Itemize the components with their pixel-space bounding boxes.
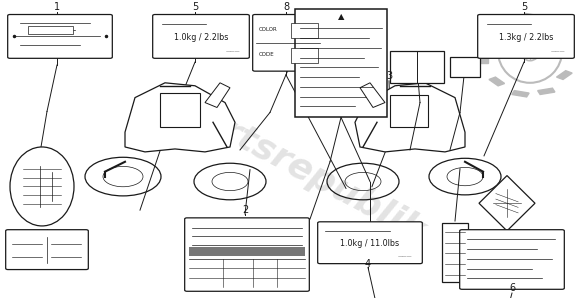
FancyBboxPatch shape <box>153 15 250 58</box>
Bar <box>480 55 488 63</box>
Ellipse shape <box>10 147 74 226</box>
Polygon shape <box>205 83 230 108</box>
FancyBboxPatch shape <box>185 218 309 291</box>
Text: 3: 3 <box>386 71 392 81</box>
Text: 1: 1 <box>54 2 60 12</box>
Text: 2: 2 <box>242 205 248 215</box>
Bar <box>547 24 563 33</box>
Bar <box>390 51 444 83</box>
Bar <box>497 16 514 22</box>
Text: ———: ——— <box>226 50 240 55</box>
FancyBboxPatch shape <box>6 230 89 270</box>
Bar <box>489 77 504 86</box>
Text: ▲: ▲ <box>338 12 345 21</box>
Text: 1.0kg / 11.0lbs: 1.0kg / 11.0lbs <box>340 239 400 249</box>
Bar <box>291 48 318 63</box>
Bar <box>160 93 200 127</box>
Text: 1.0kg / 2.2lbs: 1.0kg / 2.2lbs <box>174 33 228 42</box>
FancyBboxPatch shape <box>460 230 565 289</box>
Text: 4: 4 <box>365 259 371 269</box>
Bar <box>390 95 428 127</box>
Bar <box>523 13 540 20</box>
Bar <box>295 9 387 117</box>
Text: CODE: CODE <box>258 52 274 57</box>
FancyBboxPatch shape <box>8 15 112 58</box>
Bar <box>512 91 529 97</box>
Bar <box>189 247 305 256</box>
Bar <box>450 57 480 77</box>
FancyBboxPatch shape <box>318 222 422 264</box>
Bar <box>442 223 468 282</box>
Text: ———: ——— <box>551 50 566 55</box>
Text: ———: ——— <box>398 254 412 260</box>
FancyBboxPatch shape <box>478 15 574 58</box>
Text: COLOR: COLOR <box>258 27 277 32</box>
Text: 1.3kg / 2.2lbs: 1.3kg / 2.2lbs <box>499 33 553 42</box>
Bar <box>564 47 571 55</box>
Polygon shape <box>125 83 235 152</box>
FancyBboxPatch shape <box>252 15 323 71</box>
Text: 5: 5 <box>521 2 527 12</box>
Text: 5: 5 <box>192 2 198 12</box>
Bar <box>538 88 555 94</box>
Bar <box>291 23 318 38</box>
Bar <box>28 26 73 34</box>
Polygon shape <box>479 176 535 231</box>
Text: partsrepublik: partsrepublik <box>171 89 431 248</box>
Polygon shape <box>355 83 465 152</box>
Polygon shape <box>360 83 385 108</box>
Bar <box>480 31 496 40</box>
Text: 8: 8 <box>283 2 289 12</box>
Bar <box>556 71 572 80</box>
Text: 6: 6 <box>509 283 515 293</box>
